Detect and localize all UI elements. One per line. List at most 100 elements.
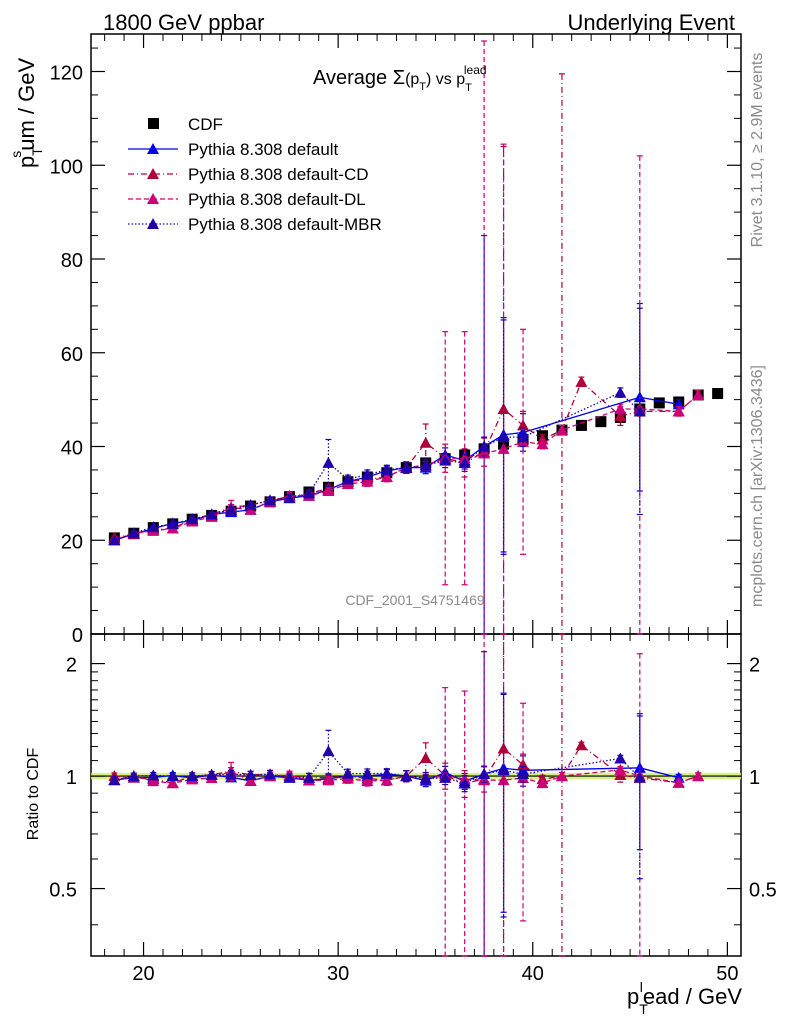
ratio-series-marker (322, 745, 335, 757)
series-marker (575, 375, 588, 387)
ratio-series-marker (302, 771, 315, 783)
series-marker (283, 492, 296, 504)
legend-entry-label: CDF (188, 115, 223, 134)
ratio-series-marker (264, 768, 277, 780)
series-marker (108, 534, 121, 546)
ratio-series-line (114, 769, 699, 784)
ratio-series-marker (380, 774, 393, 786)
chart-title: Average Σ(pT) vs pTlead (313, 63, 487, 94)
ratio-series-marker (536, 777, 549, 789)
ratio-series-marker (400, 770, 413, 782)
series-marker (497, 431, 510, 443)
legend-marker-triangle (147, 218, 159, 229)
main-ytick-label: 0 (72, 625, 83, 647)
ratio-series-marker (166, 777, 179, 789)
ratio-ytick-label: 1 (66, 767, 77, 789)
series-marker (614, 403, 627, 414)
ratio-series-marker (225, 768, 238, 780)
ratio-series-marker (205, 768, 218, 780)
ratio-series-marker (322, 774, 335, 786)
ratio-series-marker (478, 768, 491, 780)
side-label-bottom: mcplots.cern.ch [arXiv:1306.3436] (749, 365, 766, 607)
ratio-series-marker (439, 771, 452, 783)
title-part-lead: lead (464, 63, 487, 77)
series-marker (614, 410, 627, 422)
legend-marker-triangle (147, 168, 159, 179)
ylabel-sup: s (8, 151, 24, 158)
legend-marker-triangle (147, 143, 159, 154)
series-marker (478, 440, 491, 452)
cdf-data-point (653, 397, 665, 409)
series-marker (225, 503, 238, 515)
main-ytick-label: 120 (50, 63, 83, 85)
ratio-series-marker (244, 774, 257, 786)
ratio-ytick-label-right: 0.5 (749, 880, 777, 902)
side-label-top: Rivet 3.1.10, ≥ 2.9M events (749, 53, 766, 248)
ratio-series-marker (692, 770, 705, 782)
ratio-series-marker (633, 771, 646, 783)
cdf-data-point (575, 419, 587, 431)
xlabel-rest: ead / GeV (643, 984, 742, 1009)
legend-entry-label: Pythia 8.308 default (188, 140, 339, 159)
series-marker (536, 438, 549, 450)
legend-entry-label: Pythia 8.308 default-MBR (188, 215, 382, 234)
ratio-series-marker (108, 774, 121, 786)
xtick-label: 30 (327, 963, 349, 985)
series-marker (497, 442, 510, 454)
ratio-series-marker (361, 774, 374, 786)
ratio-ytick-label: 0.5 (49, 880, 77, 902)
title-part-sub2: T (465, 82, 472, 94)
series-marker (302, 487, 315, 499)
xtick-label: 20 (132, 963, 154, 985)
series-marker (186, 513, 199, 525)
series-marker (205, 508, 218, 520)
legend: CDF Pythia 8.308 default Pythia 8.308 defa… (128, 115, 382, 234)
series-marker (361, 468, 374, 480)
series-group (108, 40, 724, 635)
ratio-ytick-label-right: 2 (749, 655, 760, 677)
series-marker (322, 485, 335, 497)
ratio-series-marker (555, 770, 568, 782)
ratio-series-marker (419, 752, 432, 764)
ratio-series-marker (166, 770, 179, 782)
series-line (114, 380, 699, 539)
ratio-ytick-label-right: 1 (749, 767, 760, 789)
ratio-series-marker (147, 769, 160, 781)
main-ytick-label: 40 (61, 438, 83, 460)
series-marker (322, 456, 335, 468)
xtick-label: 50 (716, 963, 738, 985)
series-marker (166, 517, 179, 529)
ratio-series-marker (614, 763, 627, 775)
main-ytick-label: 100 (50, 156, 83, 178)
axes-group: 0 20 40 60 80 100 120 0.5 0.5 1 1 2 2 20 30 40 50 (49, 34, 777, 985)
cdf-data-point (595, 416, 607, 428)
xlabel-sub: T (639, 1001, 648, 1017)
main-ytick-label: 60 (61, 344, 83, 366)
ylabel-sub: T (29, 147, 45, 156)
xlabel-sup: l (640, 979, 643, 995)
legend-marker-triangle (147, 193, 159, 204)
ratio-series-marker (517, 768, 530, 780)
ratio-series-marker (419, 772, 432, 784)
ratio-series-marker (283, 771, 296, 783)
series-marker (692, 388, 705, 400)
series-marker (147, 521, 160, 533)
xlabel: pTlead / GeV (627, 979, 742, 1017)
series-marker (419, 436, 432, 448)
main-ylabel: pTsum / GeV (8, 58, 45, 168)
xtick-label: 40 (522, 963, 544, 985)
series-marker (127, 527, 140, 539)
main-ytick-label: 80 (61, 250, 83, 272)
legend-entry-label: Pythia 8.308 default-DL (188, 190, 366, 209)
ratio-series-marker (147, 775, 160, 787)
title-part-sub: T (419, 81, 426, 93)
series-marker (361, 475, 374, 487)
ylabel-rest: um / GeV (14, 58, 39, 151)
main-ytick-label: 20 (61, 531, 83, 553)
legend-entry-label: Pythia 8.308 default-CD (188, 165, 369, 184)
series-marker (517, 431, 530, 443)
series-marker (439, 454, 452, 466)
analysis-watermark: CDF_2001_S4751469 (345, 592, 485, 608)
header-right-label: Underlying Event (567, 10, 735, 35)
series-marker (400, 461, 413, 473)
